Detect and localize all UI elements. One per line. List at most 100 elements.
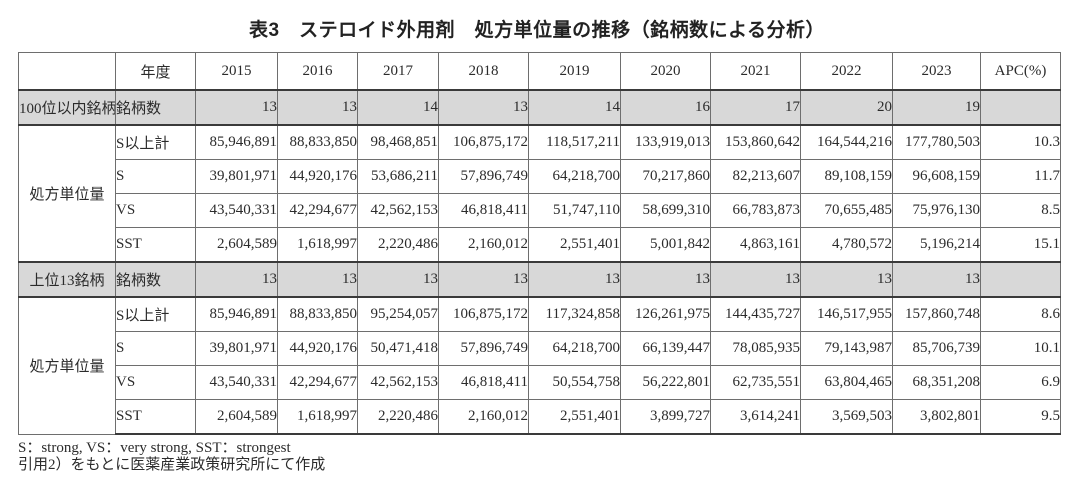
value-cell: 5,001,842 [620, 227, 711, 263]
value-cell: 88,833,850 [277, 124, 358, 160]
value-cell: 82,213,607 [710, 159, 801, 194]
value-cell: 85,706,739 [892, 331, 981, 366]
value-cell: 68,351,208 [892, 365, 981, 400]
value-cell: 62,735,551 [710, 365, 801, 400]
brand-count-cell: 13 [710, 261, 801, 298]
brand-count-cell: 13 [438, 89, 529, 126]
brand-count-cell: 16 [620, 89, 711, 126]
header-row: 年度 2015 2016 2017 2018 2019 2020 2021 20… [18, 52, 1061, 91]
value-cell: 70,217,860 [620, 159, 711, 194]
value-cell: 64,218,700 [528, 159, 621, 194]
data-row: SST 2,604,589 1,618,997 2,220,486 2,160,012 2… [19, 227, 1061, 263]
value-cell: 75,976,130 [892, 193, 981, 228]
value-cell: 4,863,161 [710, 227, 801, 263]
value-cell: 3,614,241 [710, 399, 801, 435]
value-cell: 1,618,997 [277, 227, 358, 263]
row-label-cell: S [115, 331, 196, 366]
value-cell: 2,551,401 [528, 399, 621, 435]
value-cell: 51,747,110 [528, 193, 621, 228]
value-cell: 3,899,727 [620, 399, 711, 435]
data-row: VS 43,540,331 42,294,677 42,562,153 46,818,4… [19, 365, 1061, 400]
value-cell: 43,540,331 [195, 365, 278, 400]
footnote-source: 引用2）をもとに医薬産業政策研究所にて作成 [18, 457, 326, 474]
value-cell: 78,085,935 [710, 331, 801, 366]
value-cell: 88,833,850 [277, 296, 358, 332]
row-label-cell: S [115, 159, 196, 194]
brand-count-cell: 13 [892, 261, 981, 298]
value-cell: 63,804,465 [800, 365, 893, 400]
value-cell: 157,860,748 [892, 296, 981, 332]
unit-label-cell: 処方単位量 [18, 124, 116, 263]
apc-cell [980, 89, 1061, 126]
apc-cell: 10.3 [980, 124, 1061, 160]
value-cell: 153,860,642 [710, 124, 801, 160]
data-row: VS 43,540,331 42,294,677 42,562,153 46,818,4… [19, 193, 1061, 228]
brand-count-cell: 13 [800, 261, 893, 298]
brand-count-cell: 13 [277, 89, 358, 126]
data-row: 処方単位量 S以上計 85,946,891 88,833,850 95,254,057 1… [18, 296, 1061, 435]
footnote-abbreviations: S：strong, VS：very strong, SST：strongest [18, 440, 291, 456]
unit-label-cell: 処方単位量 [18, 296, 116, 435]
row-label-cell: SST [115, 399, 196, 435]
brand-count-cell: 13 [195, 261, 278, 298]
value-cell: 3,569,503 [800, 399, 893, 435]
year-header: 2021 [710, 52, 801, 91]
value-cell: 2,160,012 [438, 227, 529, 263]
value-cell: 42,562,153 [357, 365, 439, 400]
data-table: 年度 2015 2016 2017 2018 2019 2020 2021 20… [18, 52, 1061, 435]
value-cell: 89,108,159 [800, 159, 893, 194]
data-row: SST 2,604,589 1,618,997 2,220,486 2,160,012 2… [19, 399, 1061, 435]
brand-count-cell: 13 [195, 89, 278, 126]
page: 表3 ステロイド外用剤 処方単位量の推移（銘柄数による分析） 年度 2015 2… [0, 15, 1074, 482]
apc-cell: 11.7 [980, 159, 1061, 194]
value-cell: 43,540,331 [195, 193, 278, 228]
group-label-cell: 上位13銘柄 [18, 261, 116, 298]
value-cell: 39,801,971 [195, 331, 278, 366]
value-cell: 70,655,485 [800, 193, 893, 228]
row-label-cell: S以上計 [115, 296, 196, 332]
brand-count-cell: 20 [800, 89, 893, 126]
value-cell: 5,196,214 [892, 227, 981, 263]
brand-count-cell: 19 [892, 89, 981, 126]
value-cell: 2,604,589 [195, 399, 278, 435]
brand-count-cell: 13 [620, 261, 711, 298]
value-cell: 46,818,411 [438, 193, 529, 228]
brand-count-cell: 14 [357, 89, 439, 126]
apc-cell: 10.1 [980, 331, 1061, 366]
apc-cell: 9.5 [980, 399, 1061, 435]
value-cell: 2,220,486 [357, 399, 439, 435]
brand-count-label-cell: 銘柄数 [115, 89, 196, 126]
brand-count-label-cell: 銘柄数 [115, 261, 196, 298]
value-cell: 177,780,503 [892, 124, 981, 160]
value-cell: 95,254,057 [357, 296, 439, 332]
footnotes: S：strong, VS：very strong, SST：strongest … [18, 440, 1074, 475]
value-cell: 98,468,851 [357, 124, 439, 160]
brand-count-row: 上位13銘柄 銘柄数 13 13 13 13 13 13 13 13 13 [18, 261, 1061, 298]
value-cell: 44,920,176 [277, 159, 358, 194]
value-cell: 42,562,153 [357, 193, 439, 228]
year-header: 2017 [357, 52, 439, 91]
apc-cell: 6.9 [980, 365, 1061, 400]
value-cell: 144,435,727 [710, 296, 801, 332]
brand-count-cell: 13 [438, 261, 529, 298]
year-header: 2018 [438, 52, 529, 91]
corner-blank-cell [18, 52, 116, 91]
brand-count-cell: 13 [277, 261, 358, 298]
value-cell: 66,139,447 [620, 331, 711, 366]
table-body: 100位以内銘柄 銘柄数 13 13 14 13 14 16 17 20 19 処方単位量 S以上計 85… [18, 89, 1061, 435]
value-cell: 50,471,418 [357, 331, 439, 366]
apc-header: APC(%) [980, 52, 1061, 91]
value-cell: 164,544,216 [800, 124, 893, 160]
table-title: 表3 ステロイド外用剤 処方単位量の推移（銘柄数による分析） [249, 20, 825, 41]
year-header: 2022 [800, 52, 893, 91]
row-label-cell: VS [115, 365, 196, 400]
apc-cell [980, 261, 1061, 298]
value-cell: 56,222,801 [620, 365, 711, 400]
value-cell: 126,261,975 [620, 296, 711, 332]
value-cell: 79,143,987 [800, 331, 893, 366]
value-cell: 106,875,172 [438, 296, 529, 332]
value-cell: 64,218,700 [528, 331, 621, 366]
value-cell: 58,699,310 [620, 193, 711, 228]
year-axis-label: 年度 [115, 52, 196, 91]
brand-count-cell: 13 [528, 261, 621, 298]
